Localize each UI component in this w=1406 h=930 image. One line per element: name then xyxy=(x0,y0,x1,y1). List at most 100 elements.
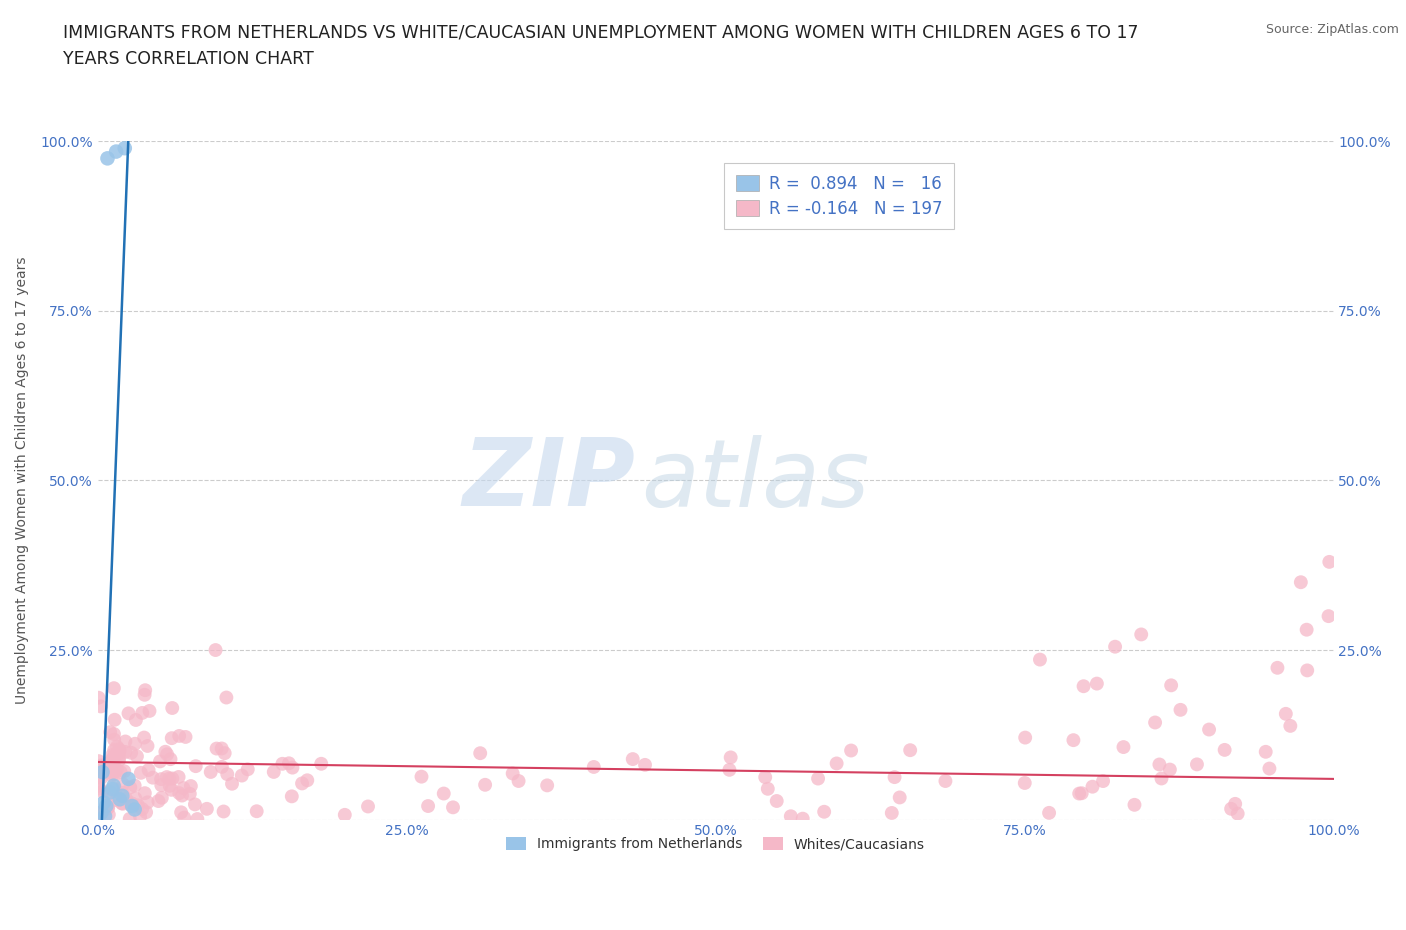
Point xyxy=(214,746,236,761)
Point xyxy=(1213,742,1236,757)
Point xyxy=(94,809,117,824)
Point xyxy=(357,799,380,814)
Point xyxy=(125,712,148,727)
Point xyxy=(125,749,148,764)
Point xyxy=(107,746,129,761)
Point xyxy=(149,754,172,769)
Point xyxy=(124,737,146,751)
Point xyxy=(138,763,160,777)
Point xyxy=(111,796,134,811)
Point xyxy=(1317,609,1340,624)
Point xyxy=(1295,622,1317,637)
Point xyxy=(121,799,143,814)
Point xyxy=(634,757,657,772)
Point xyxy=(124,791,146,806)
Point xyxy=(173,810,195,825)
Point xyxy=(101,759,124,774)
Point xyxy=(179,787,201,802)
Legend: Immigrants from Netherlands, Whites/Caucasians: Immigrants from Netherlands, Whites/Cauc… xyxy=(501,831,931,857)
Point xyxy=(502,766,524,781)
Point xyxy=(1170,702,1192,717)
Point xyxy=(103,743,125,758)
Point xyxy=(441,800,464,815)
Point xyxy=(105,792,128,807)
Point xyxy=(754,770,776,785)
Point xyxy=(108,753,131,768)
Point xyxy=(1160,678,1182,693)
Point xyxy=(1029,652,1052,667)
Point xyxy=(105,144,128,159)
Point xyxy=(136,738,159,753)
Point xyxy=(100,753,122,768)
Point xyxy=(87,690,110,705)
Point xyxy=(1258,761,1281,776)
Point xyxy=(765,793,787,808)
Point xyxy=(104,712,127,727)
Point xyxy=(112,764,135,778)
Point xyxy=(1220,802,1243,817)
Point xyxy=(97,801,120,816)
Point xyxy=(115,791,138,806)
Text: ZIP: ZIP xyxy=(463,434,636,526)
Point xyxy=(117,706,139,721)
Point xyxy=(96,756,118,771)
Point xyxy=(97,800,120,815)
Point xyxy=(281,760,304,775)
Point xyxy=(1254,744,1277,759)
Point xyxy=(150,790,173,805)
Y-axis label: Unemployment Among Women with Children Ages 6 to 17 years: Unemployment Among Women with Children A… xyxy=(15,257,30,704)
Text: atlas: atlas xyxy=(641,435,870,526)
Point xyxy=(148,793,170,808)
Point xyxy=(277,756,299,771)
Point xyxy=(433,786,456,801)
Point xyxy=(121,796,143,811)
Point xyxy=(138,703,160,718)
Point xyxy=(215,690,238,705)
Point xyxy=(131,802,153,817)
Point xyxy=(134,786,156,801)
Point xyxy=(103,778,125,793)
Point xyxy=(100,765,122,780)
Point xyxy=(150,772,173,787)
Point xyxy=(174,729,197,744)
Point xyxy=(120,798,142,813)
Point xyxy=(117,772,139,787)
Text: Source: ZipAtlas.com: Source: ZipAtlas.com xyxy=(1265,23,1399,36)
Point xyxy=(103,681,125,696)
Point xyxy=(291,776,314,790)
Point xyxy=(89,769,111,784)
Point xyxy=(1081,779,1104,794)
Point xyxy=(129,809,152,824)
Point xyxy=(170,788,193,803)
Point xyxy=(825,756,848,771)
Text: IMMIGRANTS FROM NETHERLANDS VS WHITE/CAUCASIAN UNEMPLOYMENT AMONG WOMEN WITH CHI: IMMIGRANTS FROM NETHERLANDS VS WHITE/CAU… xyxy=(63,23,1139,68)
Point xyxy=(120,780,142,795)
Point xyxy=(889,790,911,804)
Point xyxy=(1226,806,1249,821)
Point xyxy=(536,777,558,792)
Point xyxy=(184,797,207,812)
Point xyxy=(97,760,120,775)
Point xyxy=(90,699,112,714)
Point xyxy=(150,777,173,792)
Point xyxy=(1014,776,1036,790)
Point xyxy=(103,767,125,782)
Point xyxy=(134,683,156,698)
Point xyxy=(87,778,110,793)
Point xyxy=(195,802,218,817)
Point xyxy=(180,778,202,793)
Point xyxy=(105,739,128,754)
Point xyxy=(159,778,181,793)
Point xyxy=(89,781,111,796)
Point xyxy=(880,805,903,820)
Point xyxy=(718,763,741,777)
Point xyxy=(96,799,118,814)
Point xyxy=(1038,805,1060,820)
Point xyxy=(1150,771,1173,786)
Point xyxy=(114,140,136,155)
Point xyxy=(1317,554,1340,569)
Point xyxy=(1198,722,1220,737)
Point xyxy=(167,786,190,801)
Point xyxy=(1185,757,1208,772)
Point xyxy=(114,734,136,749)
